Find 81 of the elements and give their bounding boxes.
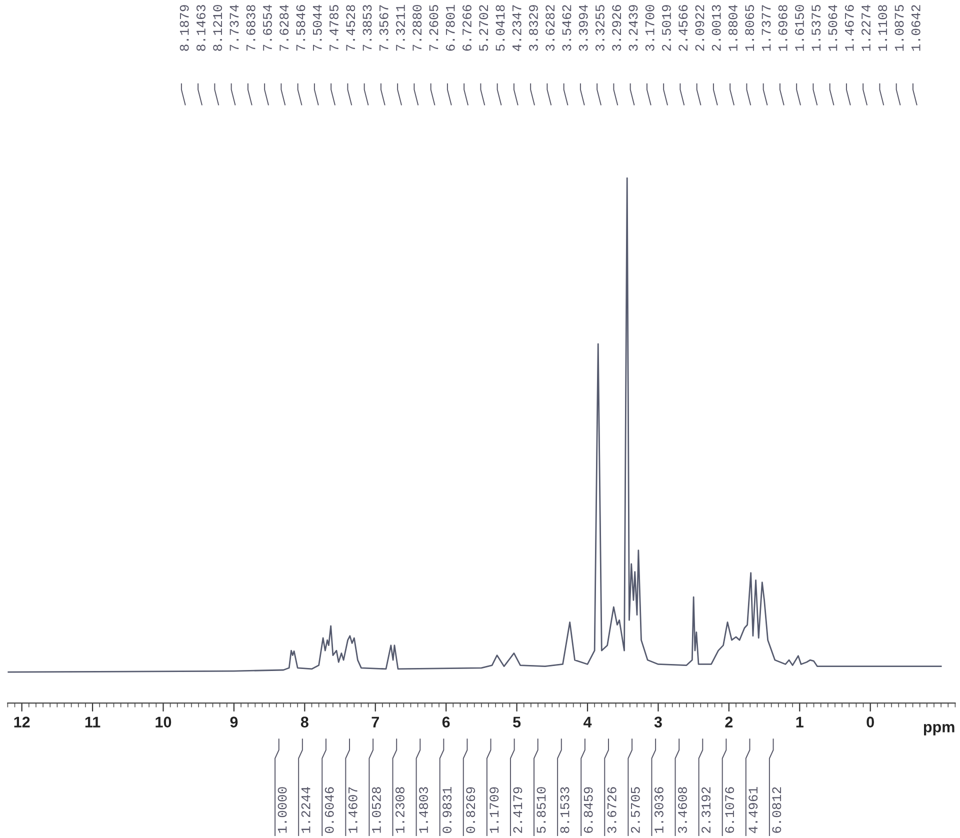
text: 4.4961 xyxy=(748,786,758,834)
text: 4.2347 xyxy=(512,5,522,52)
text: 7.7374 xyxy=(230,4,239,51)
text: 7.3567 xyxy=(379,5,388,51)
text: 3.2926 xyxy=(612,5,622,51)
text: 1.2308 xyxy=(396,787,404,833)
text: 3.6282 xyxy=(546,5,555,51)
text: 1.2244 xyxy=(301,786,310,833)
text: 7.2605 xyxy=(429,5,438,51)
text: 2.4179 xyxy=(513,787,522,833)
text: 1.8804 xyxy=(728,4,738,51)
text: 3.6726 xyxy=(607,787,616,833)
x-tick-label: 10 xyxy=(156,716,172,728)
text: 8.1210 xyxy=(213,5,222,51)
text: 2.5705 xyxy=(630,787,640,833)
x-tick-label: 5 xyxy=(513,716,521,728)
text: 2.5019 xyxy=(662,5,671,51)
text: 8.1463 xyxy=(196,5,206,51)
text: 1.6150 xyxy=(795,5,804,51)
text: 1.3036 xyxy=(654,787,664,833)
text: 6.8459 xyxy=(584,787,593,833)
x-tick-label: 9 xyxy=(230,716,238,728)
text: 1.5064 xyxy=(828,4,838,51)
x-tick-label: 3 xyxy=(654,716,662,728)
text: 2.3192 xyxy=(702,787,711,833)
x-tick-label: 0 xyxy=(866,716,874,728)
text: 5.8510 xyxy=(536,787,546,833)
text: 3.1700 xyxy=(645,5,654,51)
text: 1.6968 xyxy=(778,5,788,51)
text: 7.2880 xyxy=(412,5,422,51)
text: 6.7266 xyxy=(462,5,472,51)
text: 7.5044 xyxy=(312,4,322,51)
text: 7.3211 xyxy=(396,4,405,51)
text: 1.4607 xyxy=(348,787,358,833)
text: 1.1108 xyxy=(878,5,888,51)
text: 2.0013 xyxy=(712,5,721,51)
text: 1.7377 xyxy=(762,5,771,51)
x-tick-label: 2 xyxy=(725,716,733,728)
text: 1.5375 xyxy=(812,5,821,51)
x-tick-label: 7 xyxy=(372,716,379,728)
text: 7.5846 xyxy=(296,5,306,51)
text: 0.9831 xyxy=(442,786,452,834)
text: 6.7801 xyxy=(446,4,455,51)
text: 5.2702 xyxy=(479,5,488,51)
text: 2.0922 xyxy=(695,5,704,51)
text: 1.8065 xyxy=(745,5,754,51)
text: 6.0812 xyxy=(772,787,782,833)
text: 1.0000 xyxy=(278,787,287,833)
text: 0.6046 xyxy=(324,787,334,834)
x-tick-label: 12 xyxy=(14,716,30,728)
text: 1.0642 xyxy=(911,5,920,51)
text: 3.2439 xyxy=(628,5,638,51)
text: 7.4785 xyxy=(329,5,338,51)
text: 1.4803 xyxy=(419,787,428,833)
text: 7.6838 xyxy=(246,5,256,51)
text: 5.0418 xyxy=(496,5,505,51)
text: 8.1879 xyxy=(180,5,189,51)
x-tick-label: 11 xyxy=(85,716,100,728)
text: 1.0875 xyxy=(894,5,904,51)
text: 7.3853 xyxy=(362,5,372,51)
text: 7.6554 xyxy=(262,4,272,51)
x-tick-label: 1 xyxy=(796,716,804,728)
text: 7.4528 xyxy=(346,5,356,51)
text: 8.1533 xyxy=(560,787,570,833)
text: 0.8269 xyxy=(466,787,476,834)
text: 1.4676 xyxy=(844,5,854,51)
x-axis-title: ppm xyxy=(924,724,954,736)
text: 1.0528 xyxy=(372,787,381,833)
text: 6.1076 xyxy=(725,787,734,833)
text: 3.4608 xyxy=(678,787,687,833)
text: 1.1709 xyxy=(490,787,499,833)
text: 3.3994 xyxy=(578,4,588,51)
text: 2.4566 xyxy=(678,5,688,51)
text: 3.3255 xyxy=(596,5,604,51)
text: 3.5462 xyxy=(562,5,572,51)
text: 3.8329 xyxy=(529,5,538,51)
x-tick-label: 4 xyxy=(583,716,592,728)
text: 1.2274 xyxy=(862,4,870,51)
x-tick-label: 6 xyxy=(442,716,450,728)
x-tick-label: 8 xyxy=(300,716,308,728)
text: 7.6284 xyxy=(280,4,289,51)
